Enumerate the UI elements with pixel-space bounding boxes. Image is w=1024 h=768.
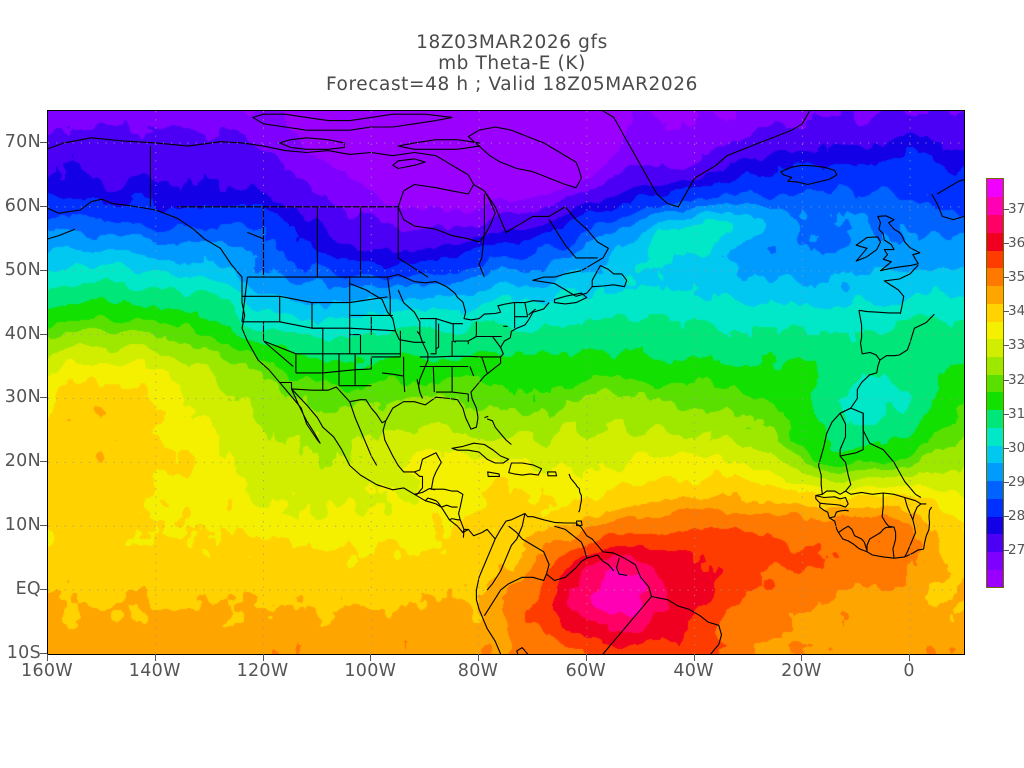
colorbar-tick-label-336: 336 (1008, 337, 1024, 354)
x-axis-tick-160W (47, 654, 48, 661)
y-axis-tick-label-10N: 10N (4, 515, 41, 536)
colorbar-band-1 (987, 551, 1003, 570)
x-axis-tick-80W (478, 654, 480, 661)
colorbar-band-18 (987, 249, 1003, 269)
figure-title-block: 18Z03MAR2026 gfs mb Theta-E (K) Forecast… (0, 32, 1024, 95)
y-axis-tick-60N (40, 205, 47, 207)
title-line-variable: mb Theta-E (K) (438, 53, 586, 74)
theta-e-colorbar (986, 178, 1004, 588)
colorbar-tick-label-366: 366 (1008, 235, 1024, 252)
y-axis-tick-70N (40, 141, 47, 143)
colorbar-band-22 (987, 179, 1003, 198)
colorbar-tick-label-315: 315 (1008, 405, 1024, 422)
colorbar-band-8 (987, 427, 1003, 446)
y-axis-tick-30N (40, 397, 47, 399)
colorbar-tick-375 (1003, 209, 1009, 210)
colorbar-band-12 (987, 356, 1003, 375)
colorbar-band-6 (987, 462, 1003, 482)
y-axis-tick-label-70N: 70N (4, 131, 41, 152)
x-axis-tick-140W (154, 654, 156, 661)
colorbar-tick-label-297: 297 (1008, 473, 1024, 490)
colorbar-band-20 (987, 214, 1003, 233)
y-axis-tick-20N (40, 461, 47, 463)
y-axis-tick-10N (40, 525, 47, 527)
y-axis-tick-label-60N: 60N (4, 195, 41, 216)
title-line-forecast: Forecast=48 h ; Valid 18Z05MAR2026 (325, 74, 699, 95)
colorbar-band-10 (987, 391, 1003, 411)
map-plot-area[interactable] (47, 110, 965, 655)
x-axis-tick-100W (370, 654, 372, 661)
colorbar-band-13 (987, 338, 1003, 357)
colorbar-tick-345 (1003, 311, 1009, 313)
colorbar-band-21 (987, 196, 1003, 216)
colorbar-tick-label-288: 288 (1008, 507, 1024, 524)
colorbar-tick-label-306: 306 (1008, 439, 1024, 456)
map-plot-inner (48, 111, 964, 654)
colorbar-tick-306 (1003, 447, 1009, 449)
x-axis-tick-label-40W: 40W (673, 661, 714, 681)
colorbar-tick-288 (1003, 515, 1009, 517)
colorbar-band-0 (987, 569, 1003, 587)
colorbar-band-3 (987, 516, 1003, 535)
title-line-model: 18Z03MAR2026 gfs (416, 32, 608, 53)
colorbar-band-19 (987, 232, 1003, 251)
y-axis-tick-label-EQ: EQ (15, 579, 41, 600)
colorbar-band-15 (987, 303, 1003, 322)
x-axis-tick-label-120W: 120W (236, 661, 289, 681)
colorbar-tick-label-345: 345 (1008, 303, 1024, 320)
y-axis-tick-label-10S: 10S (6, 643, 41, 663)
x-axis-tick-60W (585, 654, 587, 661)
colorbar-tick-label-375: 375 (1008, 201, 1024, 217)
x-axis-tick-20W (801, 654, 803, 661)
colorbar-band-16 (987, 285, 1003, 304)
colorbar-tick-label-327: 327 (1008, 371, 1024, 388)
colorbar-tick-315 (1003, 413, 1009, 415)
colorbar-tick-366 (1003, 243, 1009, 245)
x-axis-tick-label-160W: 160W (21, 661, 73, 681)
colorbar-band-9 (987, 409, 1003, 428)
x-axis-tick-label-0: 0 (903, 661, 915, 681)
colorbar-tick-label-354: 354 (1008, 269, 1024, 286)
y-axis-tick-10S (40, 653, 47, 654)
colorbar-tick-label-276: 276 (1008, 542, 1024, 558)
x-axis-tick-120W (262, 654, 264, 661)
colorbar-tick-297 (1003, 481, 1009, 483)
colorbar-tick-327 (1003, 379, 1009, 381)
y-axis-tick-label-30N: 30N (4, 387, 41, 408)
colorbar-band-11 (987, 374, 1003, 393)
colorbar-band-14 (987, 320, 1003, 340)
y-axis-tick-EQ (40, 589, 47, 591)
colorbar-tick-354 (1003, 277, 1009, 279)
colorbar-band-4 (987, 498, 1003, 517)
colorbar-tick-336 (1003, 345, 1009, 347)
y-axis-tick-label-20N: 20N (4, 451, 41, 472)
colorbar-band-17 (987, 267, 1003, 287)
x-axis-tick-40W (693, 654, 695, 661)
y-axis-tick-label-40N: 40N (4, 323, 41, 344)
y-axis-tick-40N (40, 333, 47, 335)
x-axis-tick-label-80W: 80W (457, 661, 499, 681)
y-axis-tick-label-50N: 50N (4, 259, 41, 280)
x-axis-tick-0 (909, 654, 911, 661)
colorbar-tick-276 (1003, 550, 1009, 551)
colorbar-band-7 (987, 445, 1003, 464)
x-axis-tick-label-100W: 100W (344, 661, 397, 681)
x-axis-tick-label-20W: 20W (781, 661, 822, 681)
theta-e-field-heatmap (48, 111, 964, 654)
x-axis-tick-label-60W: 60W (565, 661, 607, 681)
colorbar-band-2 (987, 533, 1003, 553)
colorbar-band-5 (987, 480, 1003, 499)
x-axis-tick-label-140W: 140W (128, 661, 181, 681)
y-axis-tick-50N (40, 269, 47, 271)
